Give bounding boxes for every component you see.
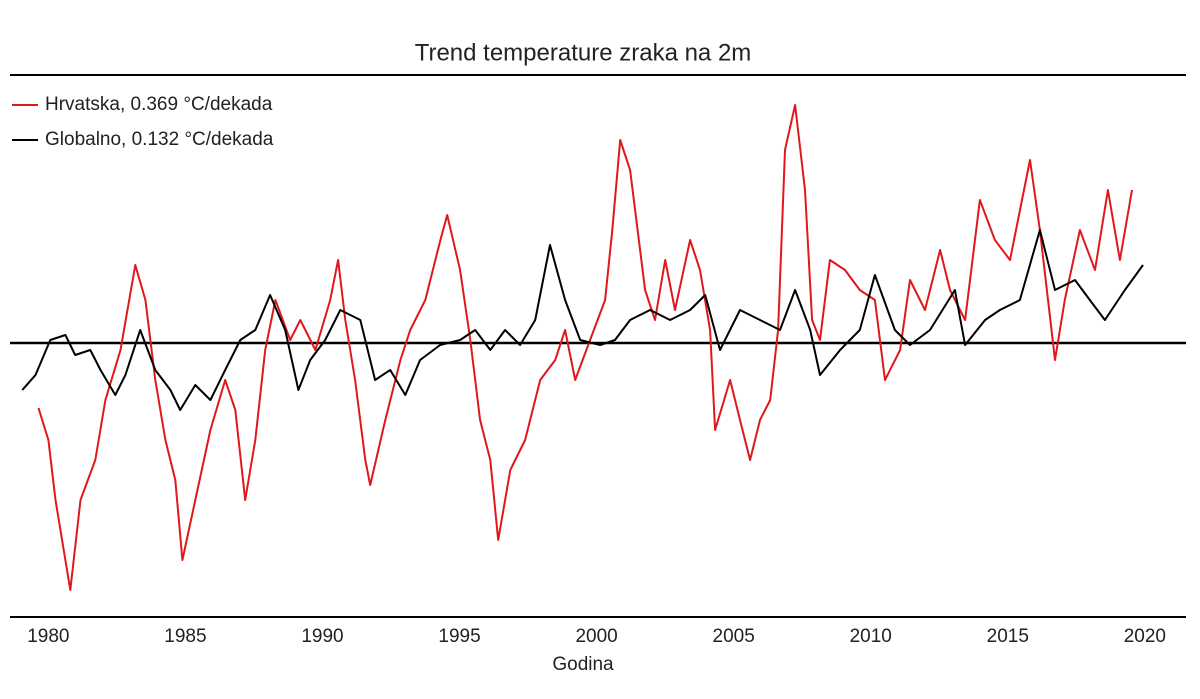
x-axis-label: Godina xyxy=(552,654,614,675)
x-tick-label: 1990 xyxy=(301,626,343,647)
chart-title: Trend temperature zraka na 2m xyxy=(415,39,752,66)
x-tick-label: 2000 xyxy=(575,626,617,647)
x-tick-label: 2020 xyxy=(1124,626,1166,647)
series-line xyxy=(21,229,1144,411)
x-tick-label: 2015 xyxy=(987,626,1029,647)
legend-label: Hrvatska, 0.369 °C/dekada xyxy=(45,94,273,115)
x-tick-label: 1980 xyxy=(27,626,69,647)
x-tick-label: 1985 xyxy=(164,626,206,647)
x-tick-label: 2010 xyxy=(850,626,892,647)
series-line xyxy=(37,104,1133,591)
x-tick-label: 1995 xyxy=(438,626,480,647)
x-tick-label: 2005 xyxy=(713,626,755,647)
legend-label: Globalno, 0.132 °C/dekada xyxy=(45,129,274,150)
